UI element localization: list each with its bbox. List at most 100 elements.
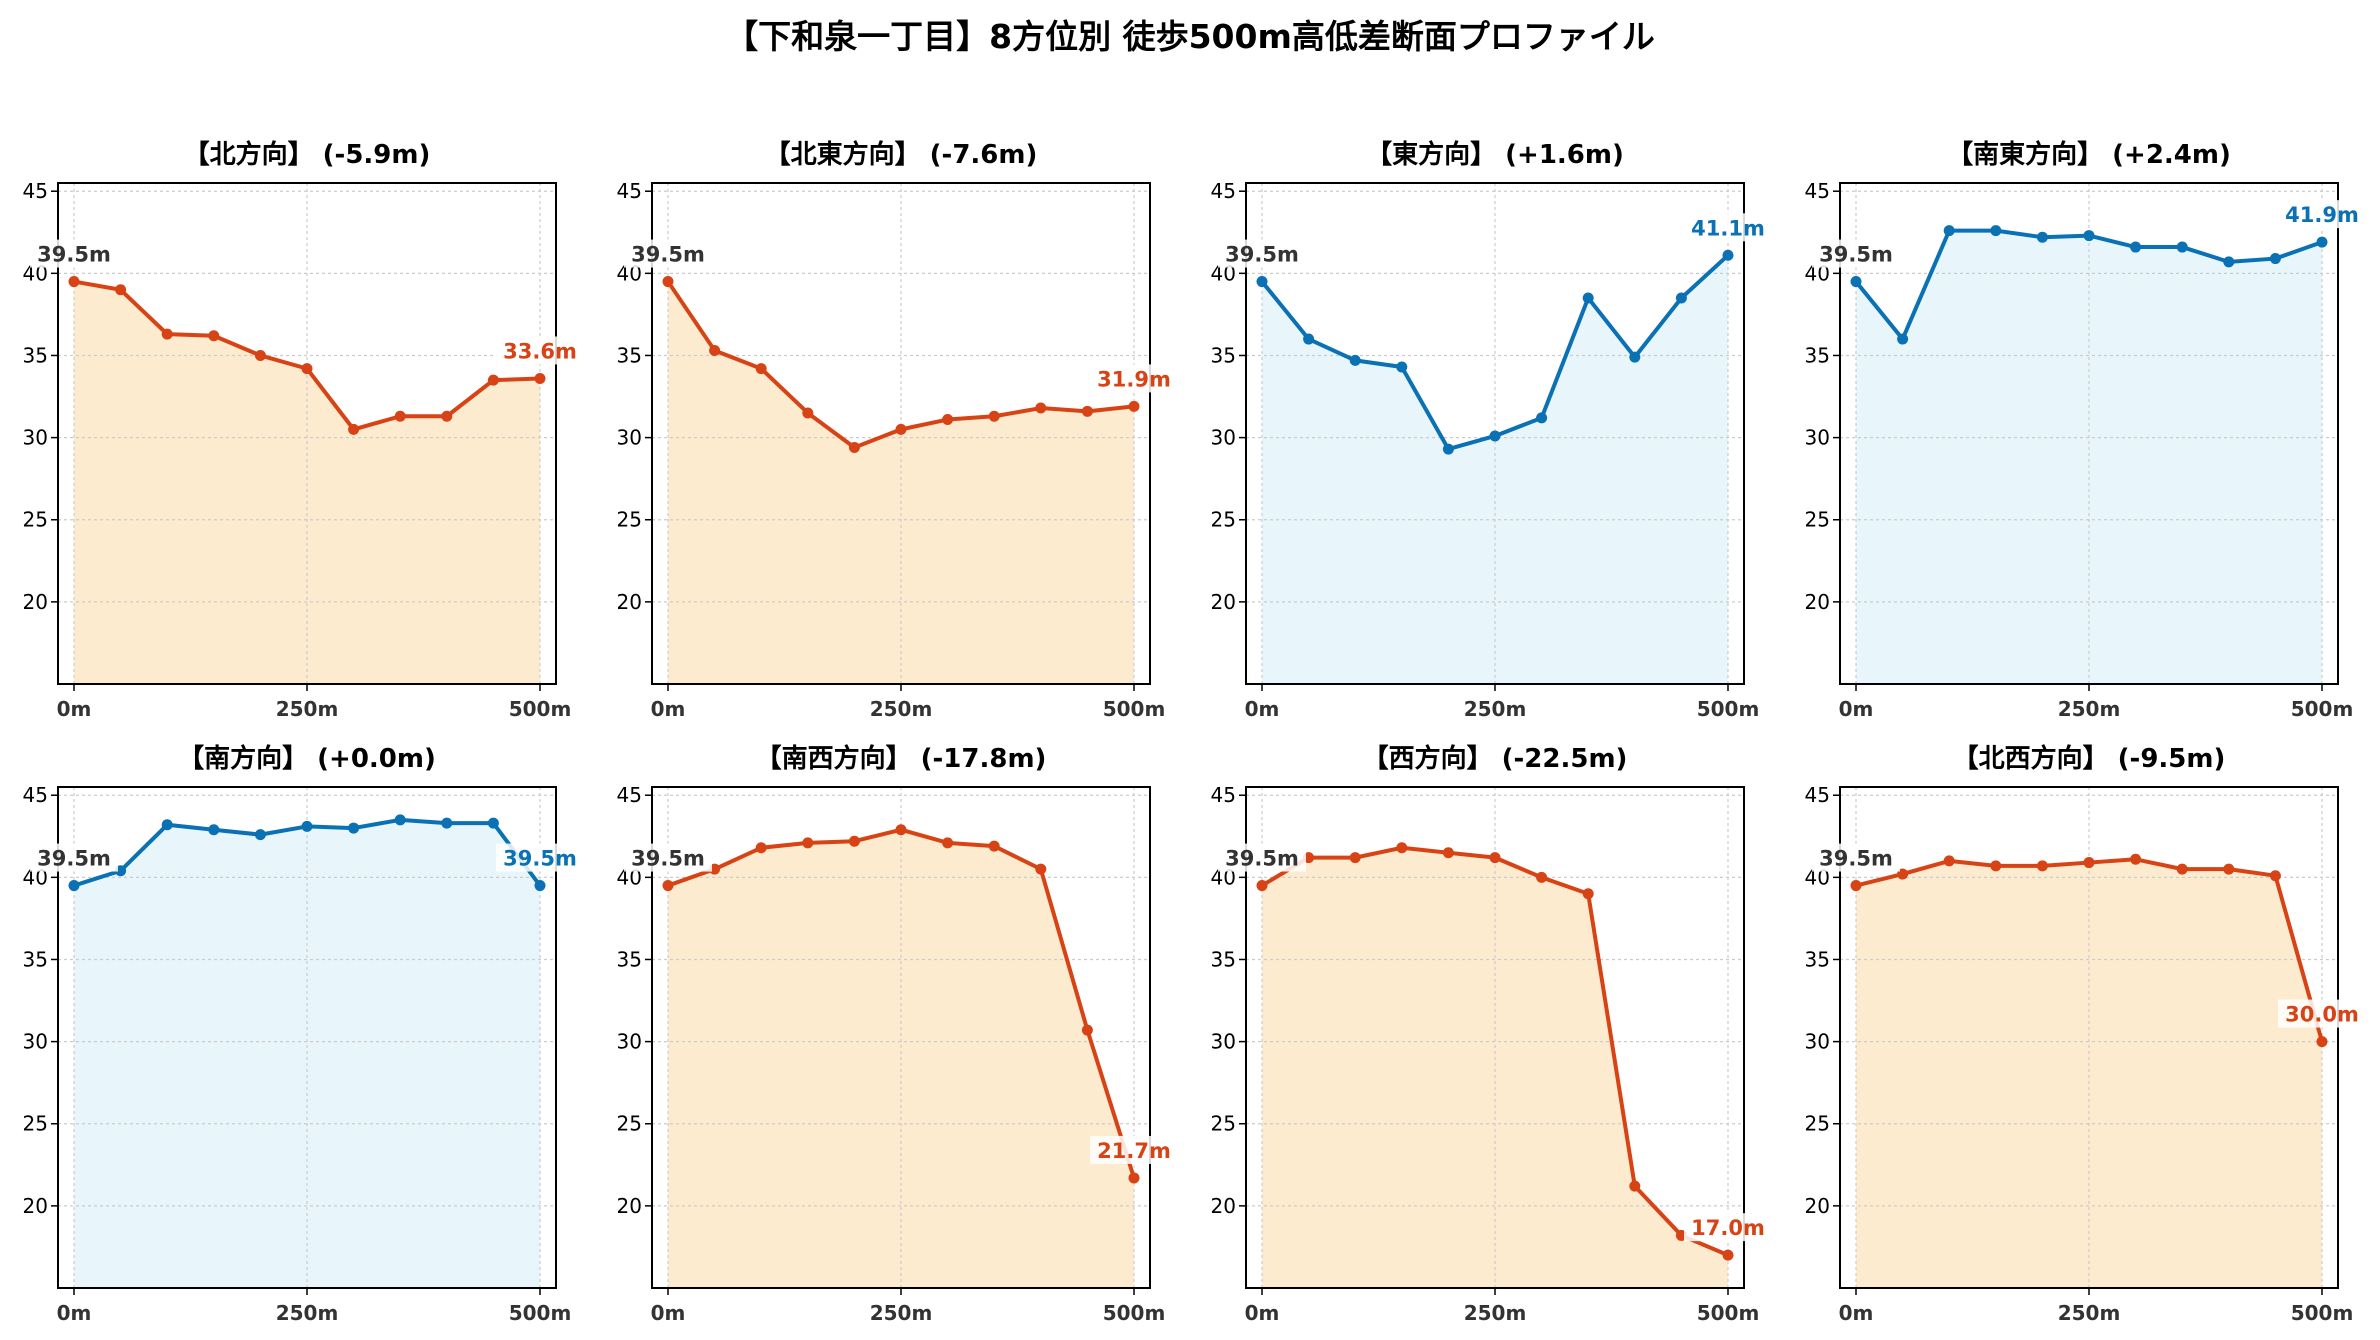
y-tick-label: 45: [23, 783, 48, 807]
x-tick-label: 500m: [509, 1301, 572, 1325]
y-tick-label: 20: [1211, 1194, 1236, 1218]
data-point: [1303, 333, 1315, 345]
y-tick-label: 20: [1805, 1194, 1830, 1218]
end-label-bg: [1090, 364, 1178, 393]
area-fill: [1856, 230, 2322, 685]
data-point: [755, 842, 767, 854]
data-point: [662, 276, 674, 288]
data-point: [1128, 400, 1140, 412]
page-title: 【下和泉一丁目】8方位別 徒歩500m高低差断面プロファイル: [725, 17, 1655, 56]
data-point: [2316, 1036, 2328, 1048]
data-point: [2223, 863, 2235, 875]
data-point: [1035, 402, 1047, 414]
data-point: [2130, 853, 2142, 865]
data-point: [1256, 880, 1268, 892]
data-point: [1722, 249, 1734, 261]
data-point: [1536, 871, 1548, 883]
data-point: [848, 441, 860, 453]
y-tick-label: 35: [1211, 343, 1236, 367]
data-point: [1442, 847, 1454, 859]
y-tick-label: 30: [617, 426, 642, 450]
data-point: [755, 363, 767, 375]
y-tick-label: 25: [1805, 1112, 1830, 1136]
data-point: [1396, 842, 1408, 854]
data-point: [1943, 225, 1955, 237]
x-tick-label: 0m: [57, 697, 92, 721]
y-tick-label: 35: [617, 343, 642, 367]
y-tick-label: 20: [23, 1194, 48, 1218]
end-label: 39.5m: [503, 847, 577, 871]
y-tick-label: 30: [617, 1030, 642, 1054]
data-point: [1536, 412, 1548, 424]
data-point: [1629, 351, 1641, 363]
y-tick-label: 45: [1805, 783, 1830, 807]
end-label-bg: [1090, 1135, 1178, 1164]
x-tick-label: 250m: [1464, 1301, 1527, 1325]
end-label: 33.6m: [503, 339, 577, 363]
y-tick-label: 25: [1211, 1112, 1236, 1136]
data-point: [208, 824, 220, 836]
start-label: 39.5m: [1225, 847, 1299, 871]
x-tick-label: 500m: [2291, 1301, 2354, 1325]
y-tick-label: 20: [617, 590, 642, 614]
y-tick-label: 45: [1211, 783, 1236, 807]
x-tick-label: 500m: [2291, 697, 2354, 721]
end-label-bg: [496, 336, 584, 365]
start-label: 39.5m: [37, 847, 111, 871]
data-point: [1897, 333, 1909, 345]
data-point: [348, 822, 360, 834]
data-point: [1582, 292, 1594, 304]
y-tick-label: 25: [617, 1112, 642, 1136]
subplot-title: 【西方向】 (-22.5m): [1363, 743, 1628, 774]
data-point: [1489, 430, 1501, 442]
data-point: [68, 880, 80, 892]
x-tick-label: 250m: [276, 697, 339, 721]
data-point: [301, 820, 313, 832]
data-point: [441, 410, 453, 422]
data-point: [1396, 361, 1408, 373]
start-label-bg: [1812, 239, 1900, 268]
y-tick-label: 45: [617, 783, 642, 807]
data-point: [802, 837, 814, 849]
y-tick-label: 30: [1211, 1030, 1236, 1054]
y-tick-label: 35: [1805, 343, 1830, 367]
x-tick-label: 250m: [870, 1301, 933, 1325]
data-point: [2036, 860, 2048, 872]
data-point: [895, 824, 907, 836]
end-label: 21.7m: [1097, 1139, 1171, 1163]
y-tick-label: 35: [23, 947, 48, 971]
data-point: [441, 817, 453, 829]
data-point: [68, 276, 80, 288]
start-label-bg: [624, 843, 712, 872]
y-tick-label: 45: [23, 179, 48, 203]
x-tick-label: 500m: [1697, 697, 1760, 721]
data-point: [988, 410, 1000, 422]
start-label: 39.5m: [1225, 243, 1299, 267]
start-label-bg: [624, 239, 712, 268]
start-label-bg: [1812, 843, 1900, 872]
data-point: [2316, 236, 2328, 248]
y-tick-label: 45: [1805, 179, 1830, 203]
data-point: [534, 372, 546, 384]
data-point: [848, 835, 860, 847]
y-tick-label: 35: [1211, 947, 1236, 971]
area-fill: [1262, 847, 1728, 1288]
x-tick-label: 0m: [651, 697, 686, 721]
data-point: [487, 374, 499, 386]
subplot-title: 【南西方向】 (-17.8m): [756, 743, 1047, 774]
end-label: 30.0m: [2285, 1003, 2359, 1027]
x-tick-label: 500m: [509, 697, 572, 721]
data-point: [348, 423, 360, 435]
y-tick-label: 30: [23, 426, 48, 450]
y-tick-label: 45: [1211, 179, 1236, 203]
subplot-title: 【北方向】 (-5.9m): [184, 139, 431, 170]
data-point: [1722, 1249, 1734, 1261]
x-tick-label: 500m: [1103, 1301, 1166, 1325]
end-label-bg: [1684, 1213, 1772, 1242]
data-point: [942, 414, 954, 426]
data-point: [988, 840, 1000, 852]
